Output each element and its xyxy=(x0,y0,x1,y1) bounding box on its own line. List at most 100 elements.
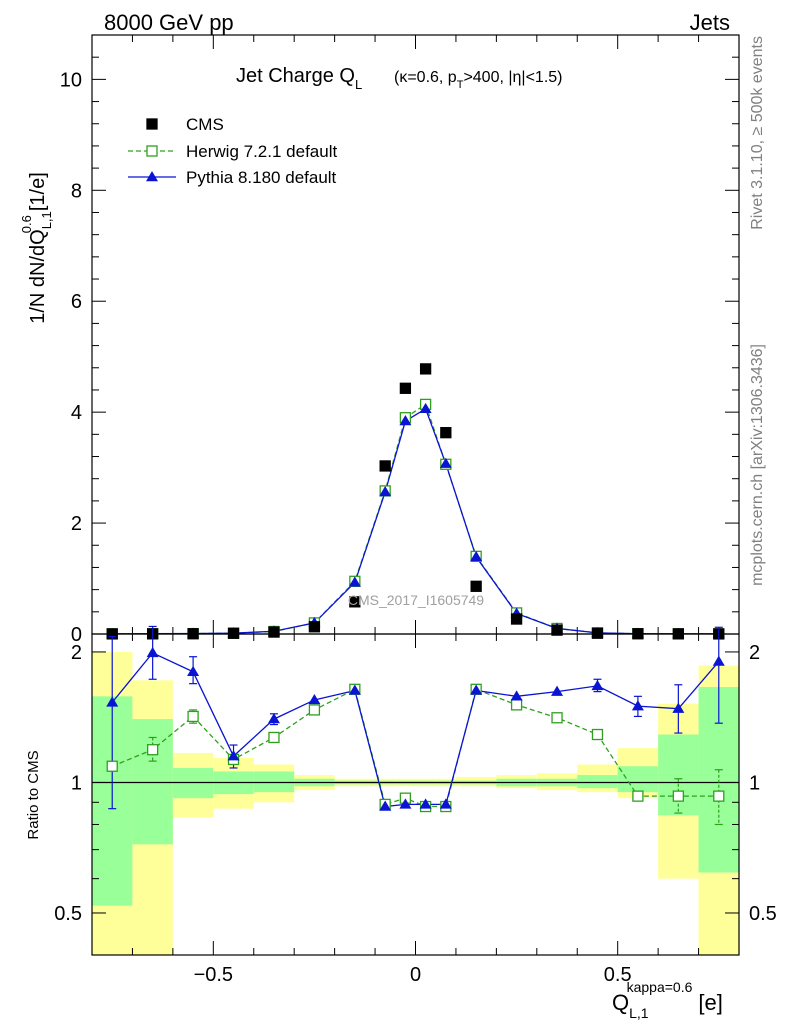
pythia-ratio-point xyxy=(510,690,523,701)
green-uncertainty-band xyxy=(253,771,295,793)
ratio-y-tick-label-left: 1 xyxy=(71,772,82,794)
legend-cms-marker xyxy=(146,118,158,130)
main-y-axis-label: 1/N dN/dQL,1 0.6 [1/e] xyxy=(19,172,54,324)
x-tick-label: −0.5 xyxy=(194,964,233,986)
cms-data-point xyxy=(399,382,412,394)
pythia-main-point xyxy=(399,415,412,426)
green-uncertainty-band xyxy=(617,766,659,793)
pythia-ratio-point xyxy=(146,646,159,658)
pythia-ratio-point xyxy=(439,798,452,809)
cms-data-point xyxy=(510,613,523,625)
main-y-axis-label-text: 1/N dN/dQ xyxy=(27,229,49,323)
pythia-ratio-point xyxy=(227,750,240,761)
cms-data-point xyxy=(349,596,361,608)
main-y-axis-label-sub: L,1 xyxy=(39,211,54,229)
x-axis-label: QL,1 kappa=0.6 [e] xyxy=(612,979,723,1021)
main-y-tick-label: 10 xyxy=(60,69,82,91)
pythia-ratio-point xyxy=(631,700,644,711)
header-jets-label: Jets xyxy=(689,10,730,35)
pythia-ratio-point xyxy=(399,798,412,809)
pythia-ratio-point xyxy=(470,684,483,695)
cms-data-point xyxy=(591,627,604,639)
herwig-ratio-point xyxy=(106,760,118,772)
ratio-y-tick-label-right: 1 xyxy=(749,772,760,794)
main-y-tick-label: 0 xyxy=(71,624,82,646)
cms-data-point xyxy=(470,580,482,592)
pythia-ratio-point xyxy=(187,665,200,676)
legend-label: Herwig 7.2.1 default xyxy=(186,142,337,161)
main-y-tick-label: 6 xyxy=(71,291,82,313)
pythia-ratio-point xyxy=(348,684,361,695)
pythia-main-line xyxy=(112,407,719,635)
x-axis-label-sup: kappa=0.6 xyxy=(627,979,693,995)
pythia-ratio-point xyxy=(672,702,685,713)
pythia-ratio-point xyxy=(106,696,119,707)
cms-data-point xyxy=(308,621,321,633)
herwig-ratio-point xyxy=(510,699,523,711)
herwig-ratio-point xyxy=(632,790,644,802)
plot-title-params: (κ=0.6, pT>400, |η|<1.5) xyxy=(394,69,563,91)
green-uncertainty-band xyxy=(577,775,618,789)
title-params-start: (κ=0.6, p xyxy=(394,69,457,86)
cms-data-point xyxy=(227,627,240,639)
cms-data-point xyxy=(379,460,391,472)
pythia-ratio-point xyxy=(591,679,604,691)
herwig-ratio-point xyxy=(591,728,604,741)
plot-title-main: Jet Charge Q xyxy=(236,65,355,87)
green-uncertainty-band xyxy=(658,734,699,816)
ratio-y-axis-label: Ratio to CMS xyxy=(25,750,42,839)
title-params-end: >400, |η|<1.5) xyxy=(463,69,562,86)
pythia-ratio-point xyxy=(267,713,280,724)
herwig-ratio-point xyxy=(187,710,199,723)
pythia-main-point xyxy=(419,402,432,414)
pythia-ratio-point xyxy=(308,693,321,705)
watermark-label: CMS_2017_I1605749 xyxy=(348,592,484,608)
cms-data-point xyxy=(268,626,280,638)
pythia-ratio-point xyxy=(379,800,392,811)
herwig-ratio-line xyxy=(111,688,719,808)
herwig-ratio-point xyxy=(308,704,321,716)
ratio-y-tick-label-left: 2 xyxy=(71,642,82,664)
main-plot-panel: 0 2 4 6 8 10 CMS Herwig 7.2.1 default Pythia 8.1… xyxy=(60,34,740,646)
green-uncertainty-band xyxy=(172,767,214,799)
x-axis-label-text: Q xyxy=(612,990,629,1015)
legend-pythia-marker xyxy=(146,171,158,182)
main-y-tick-label: 2 xyxy=(71,513,82,535)
main-y-tick-label: 4 xyxy=(71,402,82,424)
herwig-ratio-point xyxy=(672,790,684,802)
legend: CMS Herwig 7.2.1 default Pythia 8.180 defa… xyxy=(128,115,337,187)
legend-label: Pythia 8.180 default xyxy=(186,168,337,187)
x-tick-label: 0 xyxy=(410,964,421,986)
cms-data-point xyxy=(419,363,432,375)
ratio-y-tick-label-right: 2 xyxy=(749,642,760,664)
herwig-ratio-point xyxy=(551,712,563,724)
herwig-ratio-point xyxy=(713,790,725,802)
x-tick-label: 0.5 xyxy=(604,964,632,986)
cms-data-point xyxy=(551,624,563,636)
pythia-ratio-line xyxy=(111,652,720,808)
x-axis-label-unit: [e] xyxy=(698,990,722,1015)
pythia-main-point xyxy=(439,457,452,468)
plot-title-sub: L xyxy=(355,77,362,92)
pythia-ratio-point xyxy=(712,655,725,666)
pythia-main-point xyxy=(379,486,392,497)
pythia-main-point xyxy=(470,550,483,562)
legend-herwig-marker xyxy=(146,145,158,157)
plot-title: Jet Charge QL xyxy=(236,65,362,92)
main-y-axis-label-unit: [1/e] xyxy=(27,172,49,211)
x-axis-label-sub: L,1 xyxy=(629,1005,649,1021)
pythia-ratio-point xyxy=(419,798,432,809)
cms-data-point xyxy=(440,427,452,439)
mcplots-info-label: mcplots.cern.ch [arXiv:1306.3436] xyxy=(749,344,766,586)
ratio-plot-panel: −0.5 0 0.5 0.5 0.5 1 1 2 2 xyxy=(54,625,777,986)
herwig-ratio-point xyxy=(268,731,280,744)
ratio-y-tick-label-right: 0.5 xyxy=(749,903,777,925)
title-params-sub: T xyxy=(457,79,464,91)
herwig-ratio-point xyxy=(147,744,159,756)
main-y-axis-label-sup: 0.6 xyxy=(19,215,34,233)
main-y-tick-label: 8 xyxy=(71,180,82,202)
rivet-info-label: Rivet 3.1.10, ≥ 500k events xyxy=(749,36,766,230)
pythia-main-point xyxy=(348,576,361,587)
header-energy-label: 8000 GeV pp xyxy=(104,10,234,35)
